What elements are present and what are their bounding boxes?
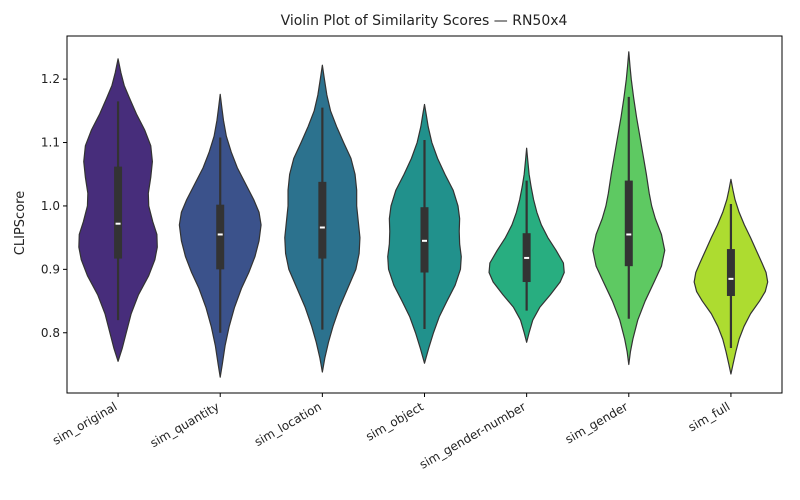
y-tick-label: 0.8 — [41, 326, 60, 340]
x-tick-label: sim_original — [50, 399, 119, 447]
violin-sim_full — [693, 178, 769, 375]
violin-sim_original — [78, 58, 158, 362]
x-tick-label: sim_object — [363, 399, 426, 443]
iqr-box-sim_location — [318, 181, 327, 259]
iqr-box-sim_full — [726, 249, 735, 296]
x-axis: sim_original sim_quantity sim_location sim_… — [50, 393, 732, 472]
y-axis-title: CLIPScore — [13, 191, 28, 255]
iqr-box-sim_gender — [624, 180, 633, 267]
chart-title: Violin Plot of Similarity Scores — RN50x… — [281, 13, 568, 29]
y-tick-label: 1.1 — [41, 136, 60, 150]
violin-sim_object — [387, 103, 462, 364]
plot-area — [78, 51, 769, 378]
violin-sim_quantity — [178, 93, 262, 378]
y-tick-label: 0.9 — [41, 262, 60, 276]
x-tick-label: sim_location — [252, 399, 324, 449]
x-tick-label: sim_gender — [563, 399, 631, 446]
y-axis: 0.8 0.9 1.0 1.1 1.2 — [41, 72, 67, 340]
x-tick-label: sim_quantity — [148, 399, 222, 450]
x-tick-label: sim_gender-number — [417, 399, 528, 471]
y-tick-label: 1.0 — [41, 199, 60, 213]
violin-sim_gender-number — [488, 147, 565, 343]
violin-sim_location — [284, 64, 361, 373]
iqr-box-sim_original — [114, 166, 123, 259]
y-tick-label: 1.2 — [41, 72, 60, 86]
iqr-box-sim_quantity — [216, 204, 225, 270]
violin-sim_gender — [592, 51, 666, 366]
x-tick-label: sim_full — [686, 399, 733, 434]
